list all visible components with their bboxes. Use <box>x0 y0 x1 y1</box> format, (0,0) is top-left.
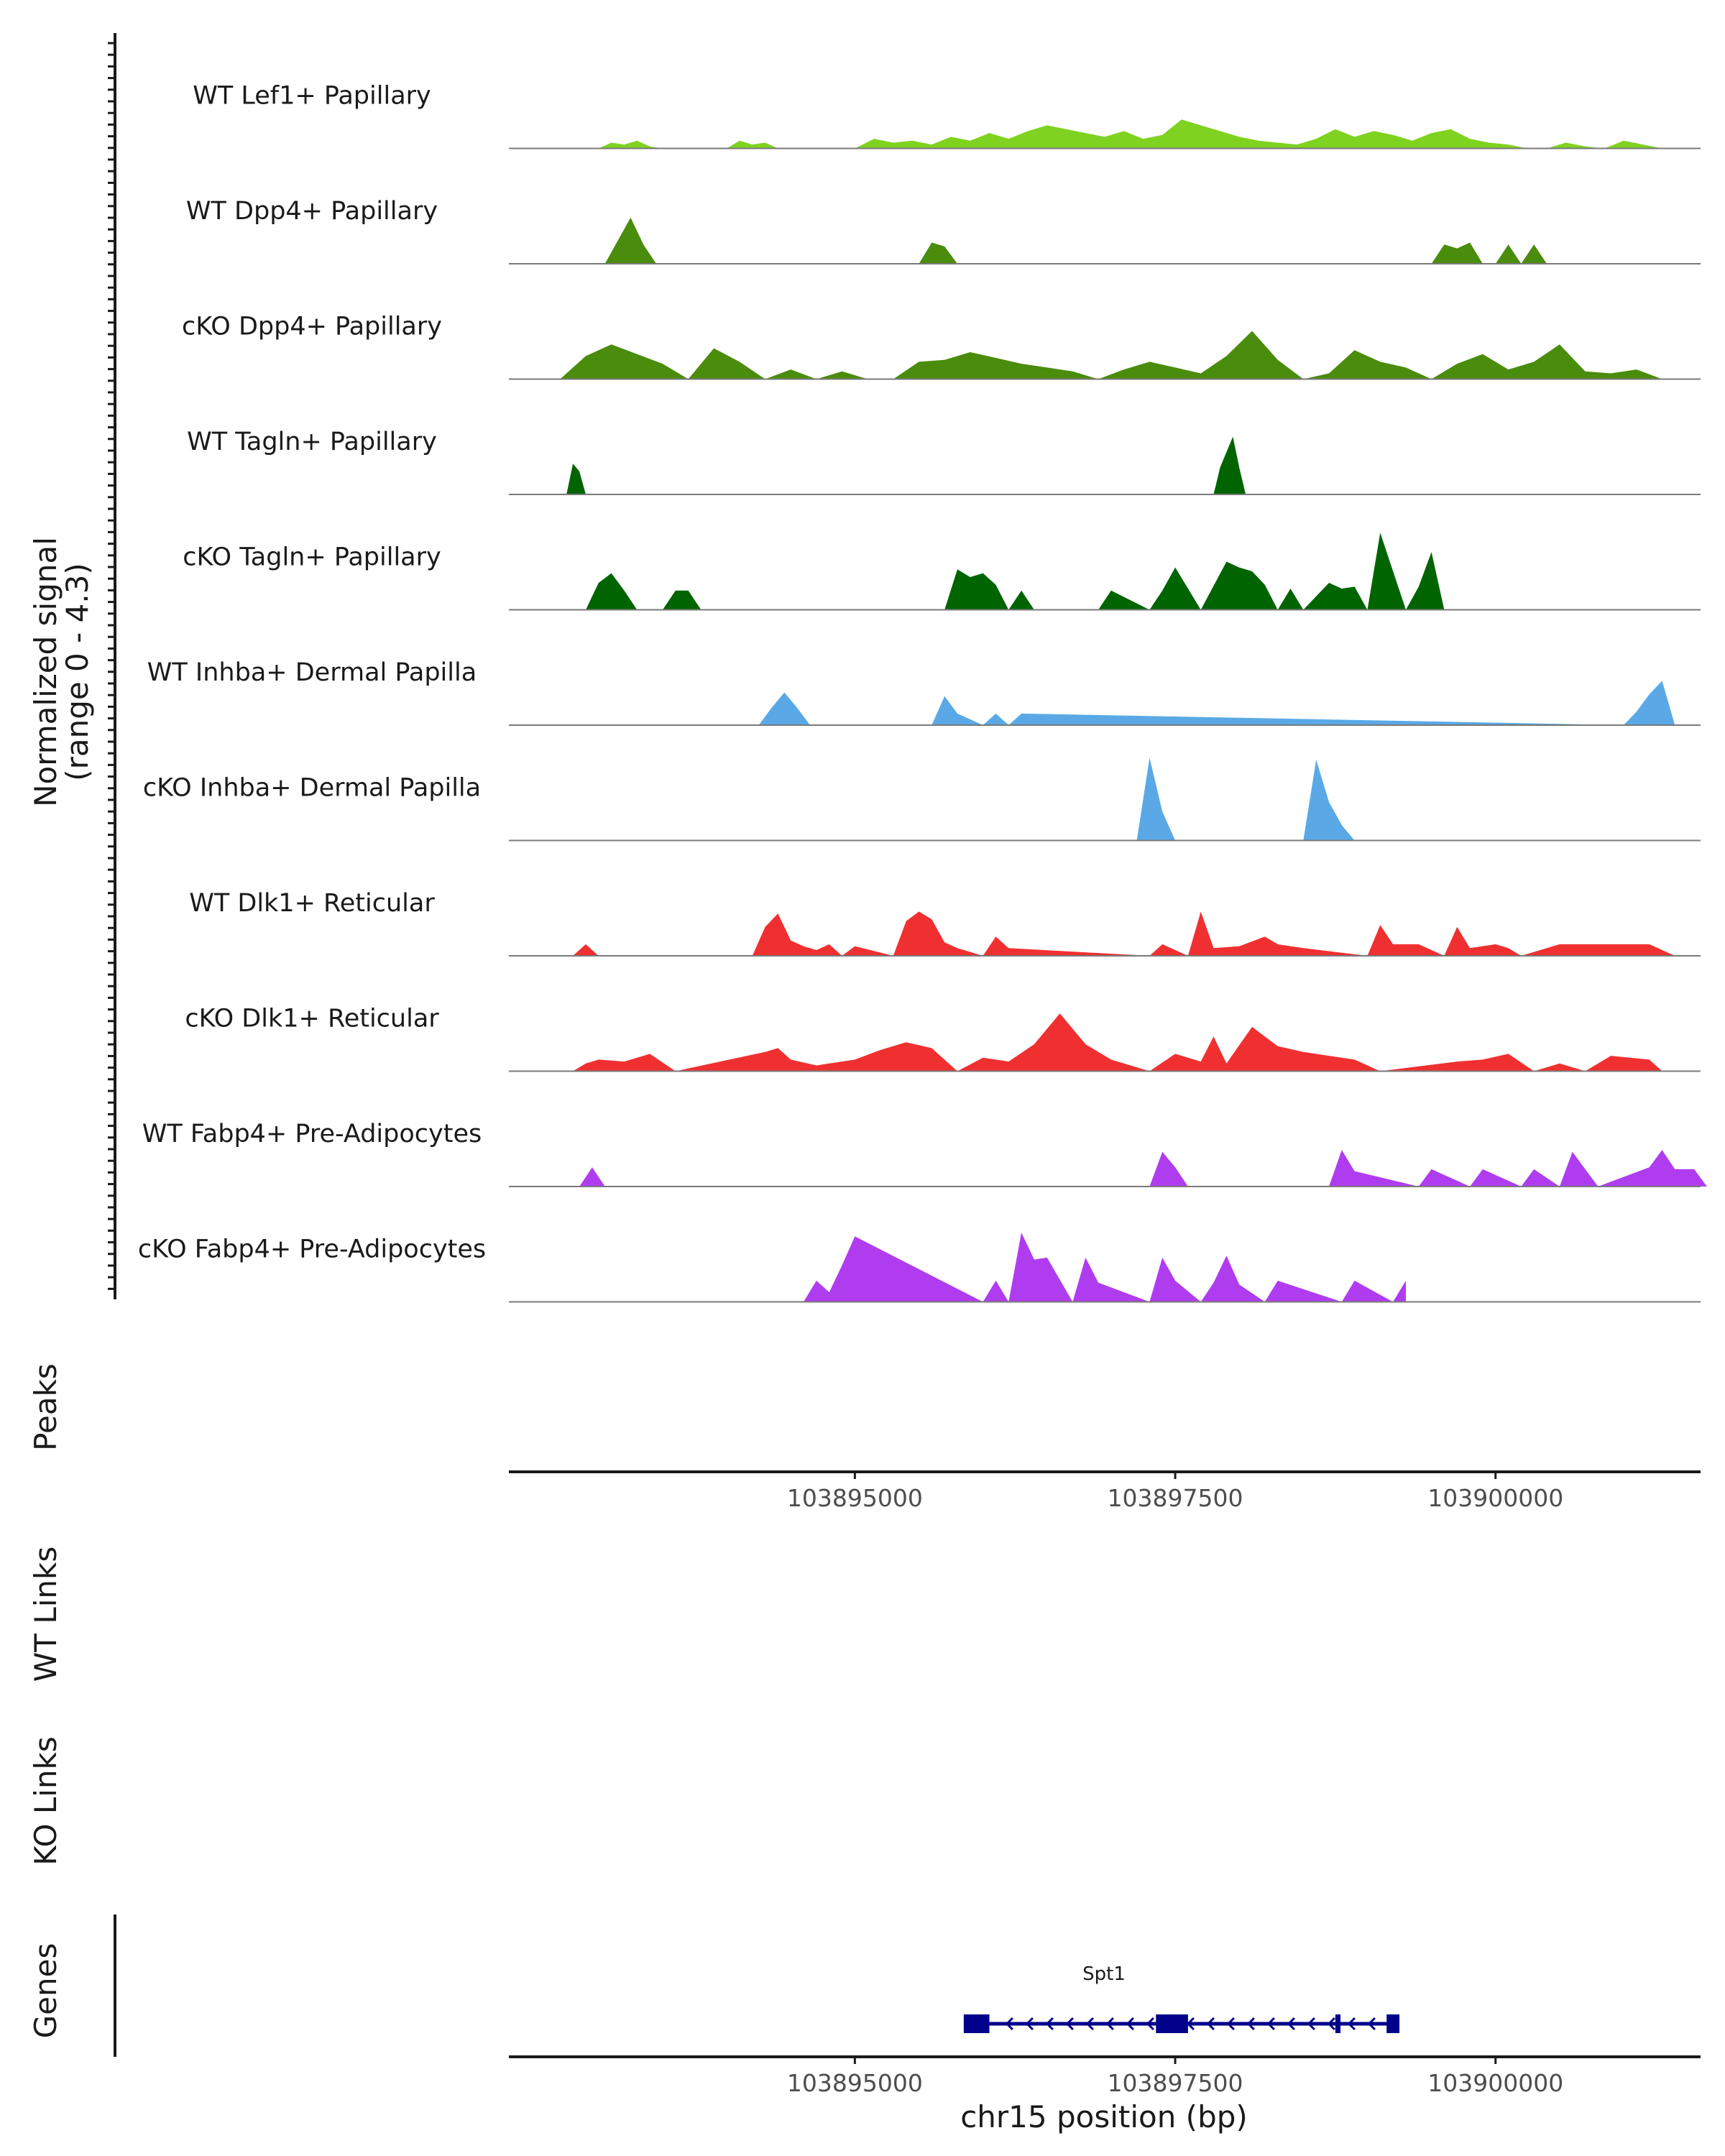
gene-exon <box>1335 2014 1341 2033</box>
strand-arrow <box>1105 2017 1114 2031</box>
gene-exon <box>963 2014 990 2033</box>
strand-arrow <box>1287 2017 1295 2031</box>
coverage-axis <box>108 33 116 1299</box>
gene-track <box>963 2014 1400 2033</box>
wt-links-track-label: WT Links <box>28 1547 63 1682</box>
coverage-area-wt-fabp4-pre-adipocytes <box>579 1150 1707 1187</box>
x-tick-label: 103895000 <box>787 1484 923 1512</box>
track-label-wt-lef1-papillary: WT Lef1+ Papillary <box>193 82 431 111</box>
gene-name-label: Spt1 <box>1082 1963 1126 1985</box>
track-label-wt-tagln-papillary: WT Tagln+ Papillary <box>187 428 437 456</box>
peaks-x-axis: 103895000 103897500 103900000 <box>787 1472 1563 1512</box>
gene-exon <box>1386 2014 1400 2033</box>
x-axis-title: chr15 position (bp) <box>960 2099 1248 2134</box>
track-wt-fabp4-pre-adipocytes: WT Fabp4+ Pre-Adipocytes <box>142 1120 1707 1187</box>
track-cko-dpp4-papillary: cKO Dpp4+ Papillary <box>182 313 1701 380</box>
track-wt-dpp4-papillary: WT Dpp4+ Papillary <box>186 197 1701 264</box>
strand-arrow <box>1327 2017 1335 2031</box>
strand-arrow <box>1065 2017 1074 2031</box>
coverage-y-label: Normalized signal <box>28 537 63 807</box>
coverage-area-wt-inhba-dermal-papilla <box>758 681 1675 725</box>
strand-arrow <box>1025 2017 1034 2031</box>
coverage-area-wt-tagln-papillary <box>566 436 1246 494</box>
ko-links-track-label: KO Links <box>28 1736 63 1866</box>
genes-track-label: Genes <box>28 1943 63 2039</box>
track-label-cko-dlk1-reticular: cKO Dlk1+ Reticular <box>185 1005 439 1033</box>
strand-arrow <box>1307 2017 1315 2031</box>
strand-arrow <box>1085 2017 1094 2031</box>
coverage-area-cko-fabp4-pre-adipocytes <box>804 1233 1406 1302</box>
track-label-wt-dpp4-papillary: WT Dpp4+ Papillary <box>186 197 438 226</box>
coverage-area-wt-dlk1-reticular <box>573 911 1675 956</box>
track-wt-inhba-dermal-papilla: WT Inhba+ Dermal Papilla <box>147 658 1701 726</box>
coverage-area-cko-tagln-papillary <box>586 533 1445 610</box>
x-tick-label: 103900000 <box>1427 1484 1563 1512</box>
strand-arrow <box>1206 2017 1215 2031</box>
x-tick-label: 103900000 <box>1427 2069 1563 2097</box>
x-tick-label: 103897500 <box>1108 1484 1243 1512</box>
track-label-cko-tagln-papillary: cKO Tagln+ Papillary <box>183 543 441 572</box>
track-wt-tagln-papillary: WT Tagln+ Papillary <box>187 428 1701 495</box>
strand-arrow <box>1246 2017 1255 2031</box>
strand-arrow <box>1005 2017 1013 2031</box>
track-wt-lef1-papillary: WT Lef1+ Papillary <box>193 82 1701 149</box>
strand-arrow <box>1146 2017 1154 2031</box>
coverage-tracks: WT Lef1+ Papillary WT Dpp4+ Papillary cKO … <box>138 82 1707 1303</box>
coverage-range-label: (range 0 - 4.3) <box>60 563 95 781</box>
strand-arrow <box>1347 2017 1356 2031</box>
strand-arrow <box>1367 2017 1376 2031</box>
track-cko-fabp4-pre-adipocytes: cKO Fabp4+ Pre-Adipocytes <box>138 1233 1701 1303</box>
peaks-track-label: Peaks <box>28 1363 63 1451</box>
track-label-cko-dpp4-papillary: cKO Dpp4+ Papillary <box>182 313 442 341</box>
track-label-wt-inhba-dermal-papilla: WT Inhba+ Dermal Papilla <box>147 658 477 687</box>
coverage-area-wt-dpp4-papillary <box>604 217 1547 264</box>
gene-exon <box>1156 2014 1188 2033</box>
track-label-wt-fabp4-pre-adipocytes: WT Fabp4+ Pre-Adipocytes <box>142 1120 482 1148</box>
track-cko-dlk1-reticular: cKO Dlk1+ Reticular <box>185 1005 1701 1072</box>
coverage-area-cko-inhba-dermal-papilla <box>1136 757 1355 841</box>
x-tick-label: 103895000 <box>787 2069 923 2097</box>
track-label-wt-dlk1-reticular: WT Dlk1+ Reticular <box>189 889 435 918</box>
strand-arrow <box>1266 2017 1275 2031</box>
track-wt-dlk1-reticular: WT Dlk1+ Reticular <box>189 889 1701 957</box>
track-label-cko-fabp4-pre-adipocytes: cKO Fabp4+ Pre-Adipocytes <box>138 1235 486 1264</box>
strand-arrow <box>1126 2017 1134 2031</box>
coverage-area-cko-dlk1-reticular <box>573 1013 1662 1072</box>
track-label-cko-inhba-dermal-papilla: cKO Inhba+ Dermal Papilla <box>143 774 481 803</box>
coverage-area-wt-lef1-papillary <box>598 119 1682 149</box>
genes-x-axis: 103895000 103897500 103900000 <box>787 2057 1563 2097</box>
x-tick-label: 103897500 <box>1108 2069 1243 2097</box>
track-cko-inhba-dermal-papilla: cKO Inhba+ Dermal Papilla <box>143 757 1701 842</box>
track-cko-tagln-papillary: cKO Tagln+ Papillary <box>183 533 1701 611</box>
strand-arrow <box>1186 2017 1195 2031</box>
strand-arrow <box>1045 2017 1054 2031</box>
strand-arrow <box>1226 2017 1235 2031</box>
coverage-area-cko-dpp4-papillary <box>560 331 1662 379</box>
